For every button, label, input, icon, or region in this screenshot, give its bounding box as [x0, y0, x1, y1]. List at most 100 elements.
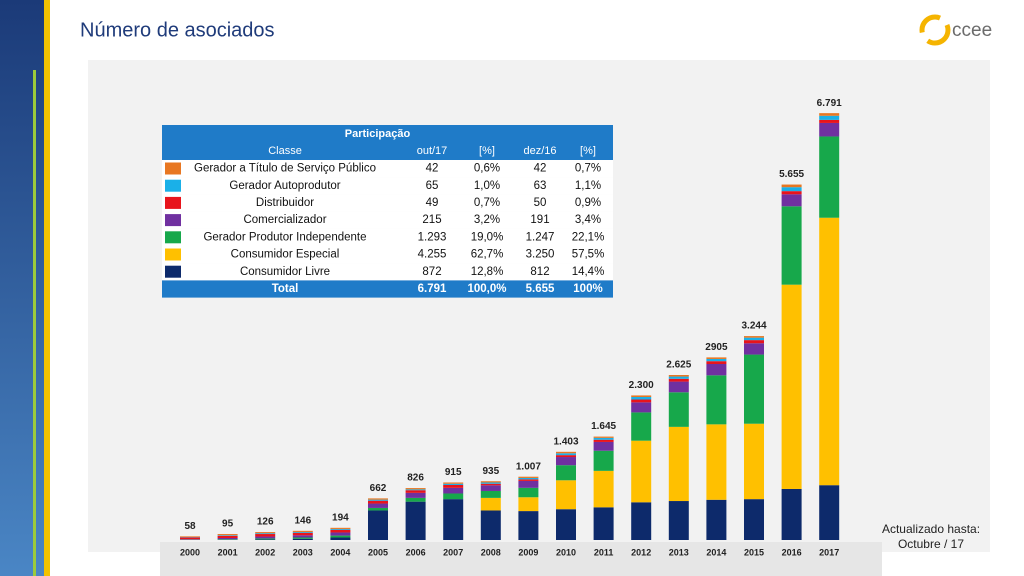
table-header: [%]: [580, 145, 596, 157]
total-label: 1.645: [591, 421, 616, 432]
total-label: 915: [445, 467, 462, 478]
bar-segment: [368, 507, 388, 511]
bar-segment: [631, 399, 652, 403]
table-header: out/17: [417, 145, 448, 157]
legend-label: Gerador Autoprodutor: [229, 180, 340, 192]
x-tick-label: 2003: [293, 547, 313, 557]
x-tick-label: 2007: [443, 547, 463, 557]
table-cell: 49: [426, 197, 439, 209]
bar-segment: [330, 529, 351, 533]
bar-segment: [292, 530, 313, 532]
bar-segment: [668, 426, 689, 502]
bar-segment: [668, 501, 689, 540]
table-cell: 14,4%: [572, 266, 605, 278]
bar-segment: [330, 527, 351, 529]
total-label: 3.244: [741, 321, 766, 332]
table-cell: 3.250: [526, 249, 555, 261]
bar-segment: [180, 539, 200, 540]
legend-label: Gerador Produtor Independente: [203, 231, 366, 243]
bar-segment: [593, 439, 614, 442]
bar-segment: [706, 499, 727, 540]
bar-segment: [631, 502, 652, 540]
bar-segment: [781, 184, 802, 188]
bar-segment: [255, 533, 276, 535]
bar-segment: [556, 451, 576, 454]
x-tick-label: 2011: [594, 547, 614, 557]
bar-segment: [593, 437, 614, 440]
bar-segment: [292, 531, 313, 533]
table-total: 100,0%: [467, 283, 506, 295]
bar-segment: [405, 501, 426, 540]
table-cell: 3,2%: [474, 214, 500, 226]
table-cell: 0,9%: [575, 197, 601, 209]
bar-segment: [292, 538, 313, 540]
table-cell: 0,7%: [474, 197, 500, 209]
side-band: [0, 0, 44, 576]
bar-segment: [217, 537, 238, 540]
bar-segment: [180, 536, 200, 537]
bar-segment: [518, 511, 539, 540]
total-label: 1.007: [516, 461, 541, 472]
bar-segment: [217, 534, 238, 536]
total-label: 2905: [705, 342, 728, 353]
bar-segment: [480, 497, 501, 511]
total-label: 95: [222, 519, 234, 530]
x-tick-label: 2015: [744, 547, 764, 557]
x-tick-label: 2004: [330, 547, 350, 557]
bar-segment: [706, 364, 727, 376]
bar-segment: [556, 457, 576, 466]
total-label: 6.791: [817, 98, 842, 109]
bar-segment: [631, 397, 652, 400]
x-tick-label: 2009: [518, 547, 538, 557]
bar-segment: [405, 497, 426, 502]
bar-segment: [556, 453, 576, 456]
bar-segment: [217, 539, 238, 540]
total-label: 126: [257, 517, 274, 528]
bar-segment: [518, 476, 539, 478]
bar-segment: [518, 477, 539, 480]
table-cell: 215: [422, 214, 441, 226]
bar-segment: [819, 119, 840, 123]
bar-segment: [480, 510, 501, 540]
bar-segment: [480, 485, 501, 491]
table-header: dez/16: [523, 145, 556, 157]
table-cell: 12,8%: [471, 266, 504, 278]
bar-segment: [180, 537, 200, 540]
bar-segment: [330, 532, 351, 536]
table-cell: 19,0%: [471, 231, 504, 243]
bar-segment: [593, 507, 614, 540]
legend-swatch: [165, 248, 181, 261]
bar-segment: [480, 490, 501, 498]
bar-segment: [744, 336, 764, 338]
bar-segment: [744, 499, 764, 540]
bar-segment: [556, 480, 576, 510]
bar-segment: [706, 358, 727, 362]
note: Octubre / 17: [898, 537, 964, 551]
bar-segment: [217, 535, 238, 538]
table-cell: 1,1%: [575, 180, 601, 192]
table-cell: 42: [426, 163, 439, 175]
x-tick-label: 2014: [706, 547, 726, 557]
table-total-bg: [162, 280, 613, 298]
bar-segment: [518, 479, 539, 481]
x-tick-label: 2001: [218, 547, 238, 557]
bar-segment: [668, 378, 689, 382]
bar-segment: [405, 492, 426, 498]
bar-segment: [405, 490, 426, 493]
bar-segment: [593, 450, 614, 471]
table-header: [%]: [479, 145, 495, 157]
bar-segment: [744, 354, 764, 424]
bar-segment: [368, 498, 388, 500]
logo: ccee: [919, 14, 992, 46]
legend-swatch: [165, 231, 181, 244]
legend-label: Consumidor Livre: [240, 266, 330, 278]
bar-segment: [518, 480, 539, 488]
bar-segment: [706, 375, 727, 425]
table-total: 6.791: [418, 283, 447, 295]
bar-segment: [819, 136, 840, 218]
table-cell: 0,7%: [575, 163, 601, 175]
bar-segment: [330, 535, 351, 538]
legend-label: Consumidor Especial: [231, 249, 340, 261]
total-label: 2.300: [629, 380, 654, 391]
total-label: 935: [482, 466, 499, 477]
